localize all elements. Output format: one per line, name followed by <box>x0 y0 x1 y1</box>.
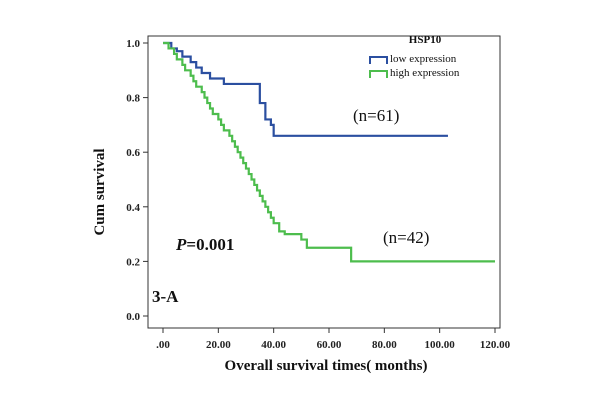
axes <box>147 35 501 329</box>
survival-curve-low-expression <box>163 41 448 137</box>
legend-item-low-expression: low expression <box>369 53 457 65</box>
y-tick-label: 0.2 <box>126 256 140 268</box>
p-value-number: =0.001 <box>186 235 234 254</box>
y-tick-label: 0.0 <box>126 311 140 323</box>
legend-swatch-high-expression <box>369 70 388 78</box>
y-tick-label: 0.6 <box>126 147 140 159</box>
legend-label-high-expression: high expression <box>390 67 460 79</box>
x-tick-label: .00 <box>156 339 170 351</box>
legend-swatch-low-expression <box>369 56 388 64</box>
x-tick-label: 120.00 <box>480 339 511 351</box>
p-value-annotation: P=0.001 <box>175 235 234 254</box>
x-tick-label: 80.00 <box>372 339 397 351</box>
y-tick-label: 0.4 <box>126 202 140 214</box>
legend-item-high-expression: high expression <box>369 67 460 79</box>
y-tick-label: 1.0 <box>126 38 140 50</box>
series-layer <box>163 41 495 263</box>
x-tick-label: 20.00 <box>206 339 231 351</box>
y-tick-label: 0.8 <box>126 93 140 105</box>
panel-label: 3-A <box>152 287 179 306</box>
plot-frame <box>147 35 501 329</box>
p-value-letter: P <box>175 235 187 254</box>
y-axis-title: Cum survival <box>92 148 108 235</box>
ticks: 0.0 0.2 0.4 0.6 0.8 1.0 .00 20.00 40.00 60.00 80.0… <box>126 38 510 351</box>
n-label-low-expression: (n=61) <box>353 106 399 125</box>
survival-curve-high-expression <box>163 41 495 263</box>
x-tick-label: 40.00 <box>261 339 286 351</box>
legend-label-low-expression: low expression <box>390 53 457 65</box>
x-tick-label: 100.00 <box>425 339 456 351</box>
x-tick-label: 60.00 <box>317 339 342 351</box>
x-axis-title: Overall survival times( months) <box>225 358 428 374</box>
legend-title: HSP10 <box>409 34 442 46</box>
n-label-high-expression: (n=42) <box>383 228 429 247</box>
